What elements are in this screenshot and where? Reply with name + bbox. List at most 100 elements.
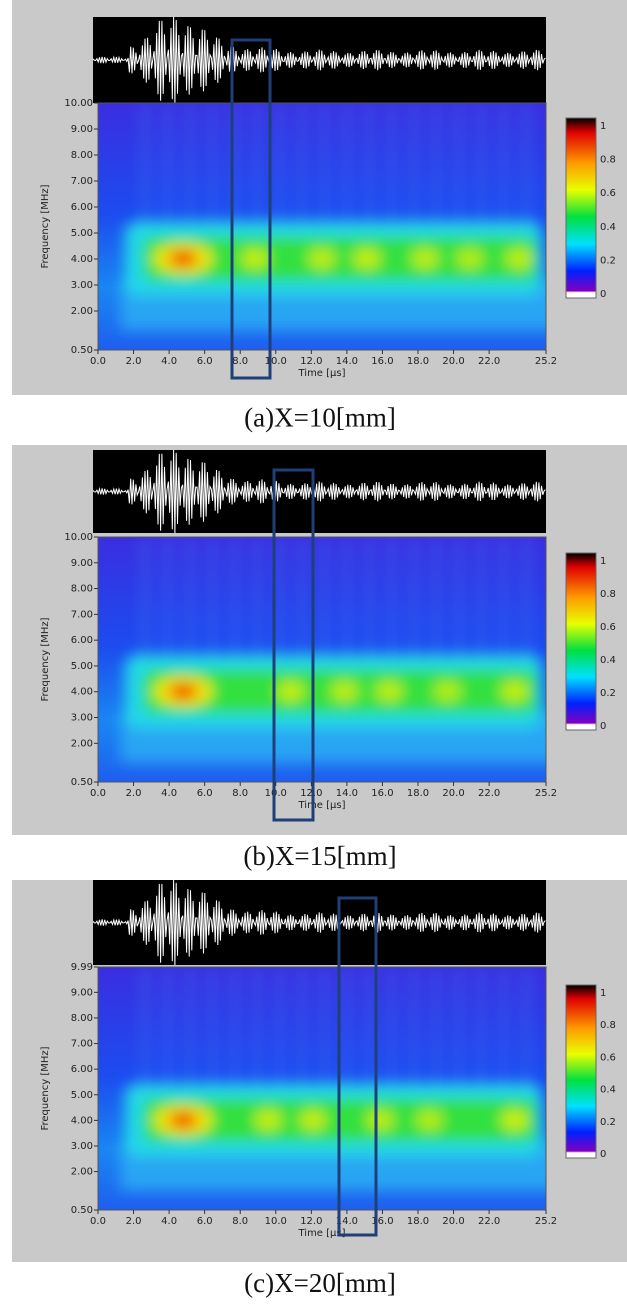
highlight-box bbox=[272, 468, 315, 822]
x-tick-label: 6.0 bbox=[197, 356, 213, 367]
x-axis-label: Time [μs] bbox=[297, 368, 345, 379]
spectrogram-blobs bbox=[120, 537, 546, 763]
streak bbox=[501, 967, 507, 1089]
x-tick-label: 16.0 bbox=[371, 1216, 393, 1227]
spectrogram bbox=[98, 537, 546, 782]
blob bbox=[455, 248, 484, 269]
blob bbox=[415, 1110, 444, 1131]
streak bbox=[411, 537, 417, 660]
streak bbox=[389, 537, 395, 660]
hot-red bbox=[175, 1114, 192, 1127]
x-tick-label: 18.0 bbox=[407, 1216, 429, 1227]
y-tick-label: 8.00 bbox=[71, 1013, 93, 1024]
streak bbox=[478, 967, 484, 1089]
blob bbox=[375, 681, 404, 702]
x-tick-label: 6.0 bbox=[197, 1216, 213, 1227]
y-tick-label: 2.00 bbox=[71, 306, 93, 317]
y-tick-label: 0.50 bbox=[71, 1205, 93, 1216]
streak bbox=[523, 103, 529, 227]
streak bbox=[187, 967, 193, 1089]
blob bbox=[411, 248, 440, 269]
x-tick-label: 25.2 bbox=[535, 788, 557, 799]
y-tick-label: 4.00 bbox=[71, 687, 93, 698]
streak bbox=[501, 537, 507, 660]
streak bbox=[434, 967, 439, 1089]
colorbar-tick-label: 0.4 bbox=[600, 222, 616, 233]
streak bbox=[210, 103, 215, 227]
y-tick-label: 0.50 bbox=[71, 345, 93, 356]
colorbar-tick-label: 1 bbox=[600, 121, 606, 132]
colorbar-tick-label: 1 bbox=[600, 988, 606, 999]
streak bbox=[501, 103, 507, 227]
y-axis-label: Frequency [MHz] bbox=[40, 1046, 51, 1130]
y-tick-label: 9.00 bbox=[71, 558, 93, 569]
blob bbox=[366, 1110, 395, 1131]
caption: (a)X=10[mm] bbox=[244, 403, 396, 433]
streak bbox=[142, 103, 148, 227]
y-tick-label: 5.00 bbox=[71, 661, 93, 672]
waveform bbox=[92, 879, 546, 966]
highlight-box bbox=[337, 896, 378, 1237]
streak bbox=[165, 103, 171, 227]
y-tick-label: 6.00 bbox=[71, 202, 93, 213]
streak bbox=[299, 537, 305, 660]
x-tick-label: 6.0 bbox=[197, 788, 213, 799]
colorbar-tick-label: 0.2 bbox=[600, 688, 616, 699]
streak bbox=[456, 537, 462, 660]
blob bbox=[254, 1110, 283, 1131]
spectrogram-frame bbox=[97, 966, 547, 1211]
x-tick-label: 18.0 bbox=[407, 356, 429, 367]
colorbar-tick-label: 0.4 bbox=[600, 1085, 616, 1096]
streak bbox=[299, 967, 305, 1089]
spectrogram bbox=[98, 103, 546, 350]
y-tick-label: 9.00 bbox=[71, 124, 93, 135]
y-tick-label: 9.99 bbox=[71, 962, 93, 973]
blob bbox=[500, 681, 529, 702]
band-green bbox=[142, 236, 538, 281]
streak bbox=[366, 537, 372, 660]
x-tick-label: 0.0 bbox=[90, 356, 106, 367]
y-axis-label: Frequency [MHz] bbox=[40, 184, 51, 268]
x-tick-label: 25.2 bbox=[535, 356, 557, 367]
y-tick-label: 7.00 bbox=[71, 1039, 93, 1050]
streak bbox=[478, 103, 484, 227]
colorbar-tick-label: 0.6 bbox=[600, 188, 616, 199]
colorbar-tick-label: 0.8 bbox=[600, 1020, 616, 1031]
y-tick-label: 2.00 bbox=[71, 738, 93, 749]
y-tick-label: 8.00 bbox=[71, 150, 93, 161]
x-tick-label: 0.0 bbox=[90, 788, 106, 799]
colorbar bbox=[565, 552, 597, 731]
x-tick-label: 22.0 bbox=[478, 356, 500, 367]
blob bbox=[299, 1110, 328, 1131]
spectrogram bbox=[98, 967, 546, 1210]
colorbar-tick-label: 0.6 bbox=[600, 622, 616, 633]
x-tick-label: 16.0 bbox=[371, 788, 393, 799]
streak bbox=[142, 537, 148, 660]
blob bbox=[352, 248, 381, 269]
streak bbox=[523, 537, 529, 660]
x-tick-label: 10.0 bbox=[265, 788, 287, 799]
streak bbox=[277, 537, 283, 660]
x-tick-label: 12.0 bbox=[300, 356, 322, 367]
streak bbox=[232, 103, 238, 227]
x-tick-label: 14.0 bbox=[336, 1216, 358, 1227]
streak bbox=[232, 967, 238, 1089]
streak bbox=[456, 103, 462, 227]
x-tick-label: 25.2 bbox=[535, 1216, 557, 1227]
y-tick-label: 9.00 bbox=[71, 987, 93, 998]
blob bbox=[505, 248, 534, 269]
y-tick-label: 0.50 bbox=[71, 777, 93, 788]
y-tick-label: 10.00 bbox=[64, 532, 93, 543]
streak bbox=[344, 103, 350, 227]
colorbar-tick-label: 0 bbox=[600, 289, 606, 300]
x-tick-label: 14.0 bbox=[336, 356, 358, 367]
x-tick-label: 20.0 bbox=[442, 1216, 464, 1227]
blob bbox=[433, 681, 462, 702]
x-tick-label: 8.0 bbox=[232, 1216, 248, 1227]
y-tick-label: 4.00 bbox=[71, 1115, 93, 1126]
streak bbox=[523, 967, 529, 1089]
x-tick-label: 16.0 bbox=[371, 356, 393, 367]
streak bbox=[478, 537, 484, 660]
